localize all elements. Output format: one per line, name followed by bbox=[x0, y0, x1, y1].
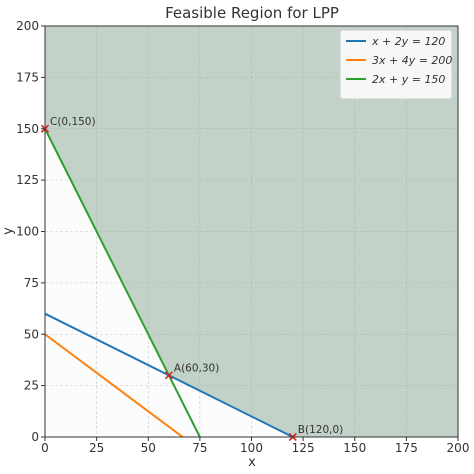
x-tick-label: 150 bbox=[343, 441, 366, 455]
constraint-line-2 bbox=[44, 333, 184, 438]
x-tick-label: 175 bbox=[395, 441, 418, 455]
x-axis-label: x bbox=[248, 455, 256, 470]
legend-box bbox=[339, 29, 453, 100]
chart-title: Feasible Region for LPP bbox=[165, 4, 339, 22]
legend-label: 3x + 4y = 200 bbox=[372, 54, 452, 67]
y-tick-label: 50 bbox=[24, 327, 39, 341]
x-tick-label: 25 bbox=[89, 441, 104, 455]
y-tick-label: 150 bbox=[16, 122, 39, 136]
y-tick-label: 175 bbox=[16, 70, 39, 84]
vertex-label: B(120,0) bbox=[298, 424, 343, 436]
x-tick-label: 200 bbox=[447, 441, 470, 455]
y-tick-label: 125 bbox=[16, 173, 39, 187]
y-tick-label: 100 bbox=[16, 225, 39, 239]
y-tick-label: 75 bbox=[24, 276, 39, 290]
y-tick-label: 25 bbox=[24, 379, 39, 393]
y-axis-label: y bbox=[1, 227, 16, 235]
vertex-marker bbox=[164, 371, 173, 380]
tick-labels: 0 25 50 75 100 125 150 175 200 0 25 50 75 100 125 150 17… bbox=[16, 19, 469, 455]
vertex-label: C(0,150) bbox=[50, 116, 96, 128]
constraint-line-3 bbox=[44, 128, 201, 438]
legend: x + 2y = 120 3x + 4y = 200 2x + y = 150 bbox=[339, 29, 453, 100]
y-tick-label: 200 bbox=[16, 19, 39, 33]
x-tick-label: 100 bbox=[240, 441, 263, 455]
legend-label: x + 2y = 120 bbox=[371, 35, 445, 48]
x-tick-label: 75 bbox=[192, 441, 207, 455]
legend-label: 2x + y = 150 bbox=[372, 73, 445, 86]
x-tick-label: 125 bbox=[292, 441, 315, 455]
vertex-label: A(60,30) bbox=[174, 362, 219, 374]
x-tick-label: 0 bbox=[41, 441, 49, 455]
x-tick-label: 50 bbox=[141, 441, 156, 455]
y-tick-label: 0 bbox=[31, 430, 39, 444]
